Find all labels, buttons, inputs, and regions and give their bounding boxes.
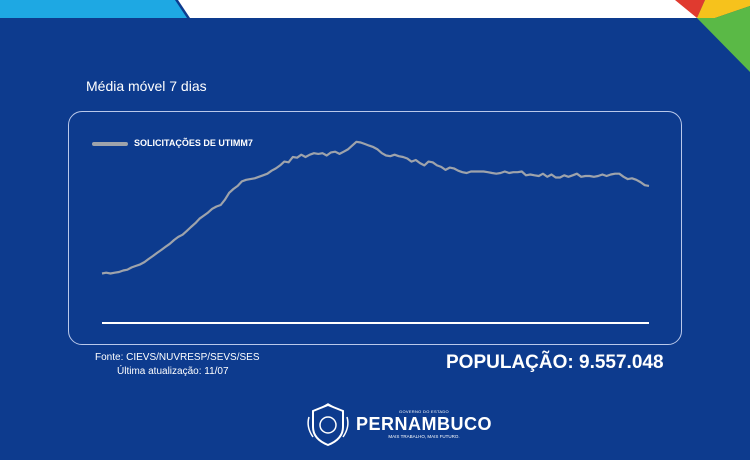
pernambuco-coat-of-arms-logo: [307, 403, 349, 447]
chart-frame: [68, 111, 682, 345]
brand-government-label: GOVERNO DO ESTADO: [399, 409, 449, 414]
population-label: POPULAÇÃO: 9.557.048: [446, 352, 664, 373]
series-line-0: [101, 140, 650, 275]
brand-block: GOVERNO DO ESTADO PERNAMBUCO MAIS TRABAL…: [356, 409, 492, 439]
top-decorative-bar: [0, 0, 698, 18]
brand-tagline: MAIS TRABALHO, MAIS FUTURO.: [388, 434, 460, 439]
brand-name: PERNAMBUCO: [356, 414, 493, 434]
source-block: Fonte: CIEVS/NUVRESP/SEVS/SES Última atu…: [95, 351, 260, 379]
corner-accent-shape: [675, 0, 750, 72]
source-text: Fonte: CIEVS/NUVRESP/SEVS/SES: [95, 352, 260, 363]
legend-swatch: [92, 142, 128, 146]
last-updated-text: Última atualização: 11/07: [117, 366, 229, 377]
chart-subtitle: Média móvel 7 dias: [86, 78, 207, 94]
legend-label: SOLICITAÇÕES DE UTIMM7: [134, 138, 253, 148]
